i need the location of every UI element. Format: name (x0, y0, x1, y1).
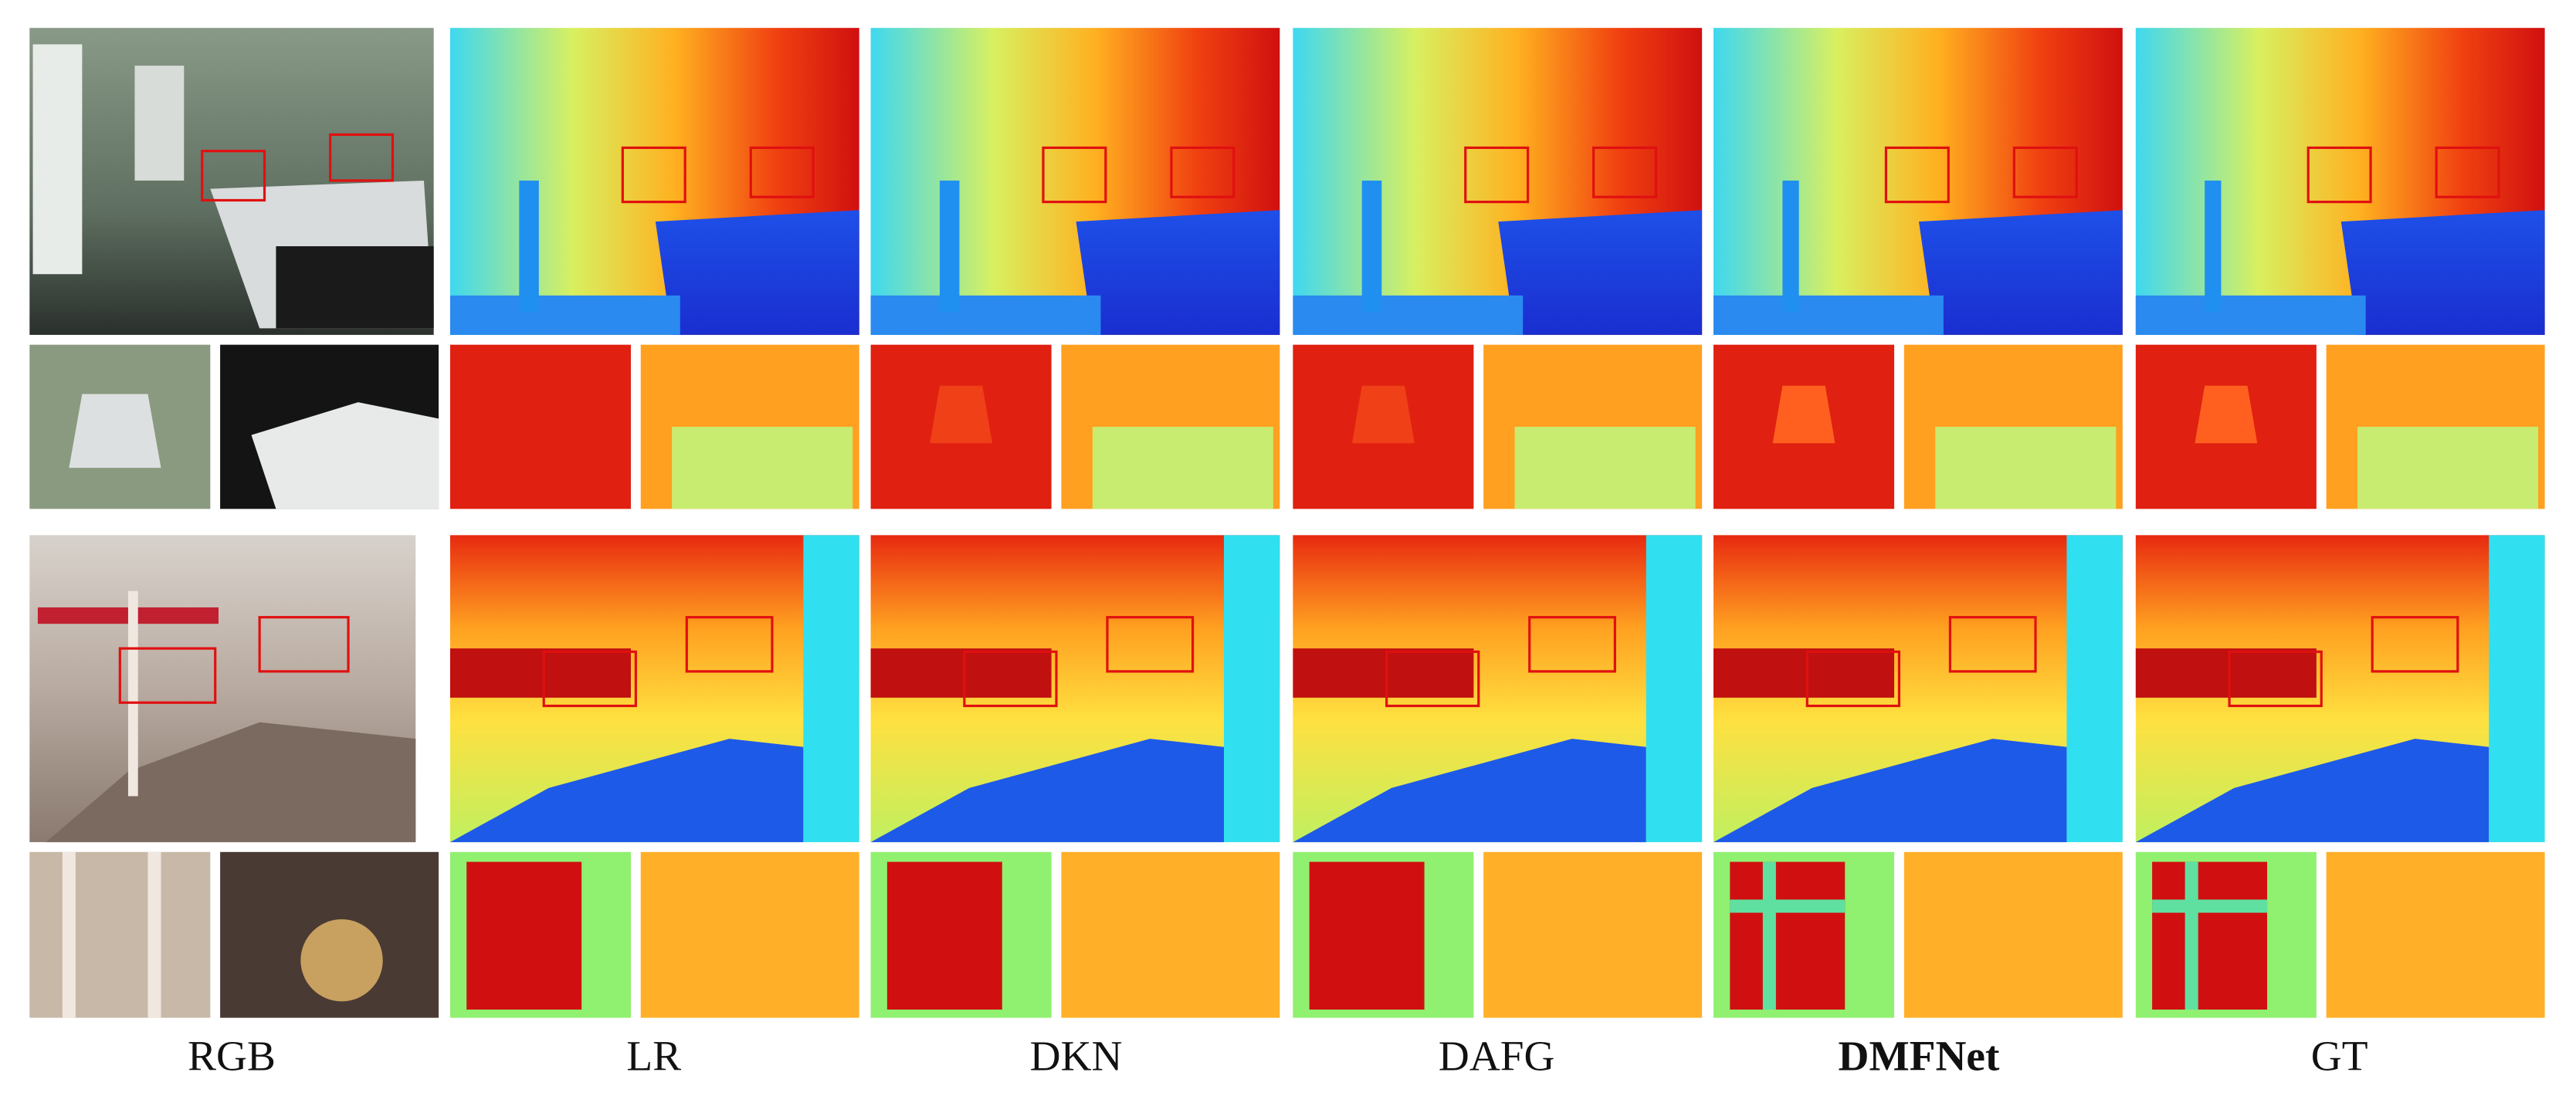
highlight-box (1948, 616, 2037, 673)
pillow (251, 402, 439, 509)
highlight-box (201, 150, 266, 202)
floor-depth (2135, 295, 2366, 335)
highlight-box (1528, 616, 1616, 673)
door (32, 44, 83, 275)
ladder-depth (886, 861, 1002, 1010)
column-label: RGB (188, 1033, 276, 1080)
blanket-depth (870, 739, 1225, 843)
bed-crop-depth (672, 426, 853, 509)
column-label: DAFG (1439, 1033, 1555, 1080)
shelf-depth (1713, 648, 1895, 698)
highlight-box (1464, 146, 1530, 204)
crop-depth (1483, 851, 1703, 1018)
post-depth (1361, 180, 1382, 313)
wall-depth (2489, 535, 2545, 843)
highlight-box (2371, 616, 2459, 673)
ladder-depth (1309, 861, 1425, 1010)
post-depth (2205, 180, 2222, 313)
highlight-box (118, 647, 217, 704)
bed-crop-depth (1514, 426, 1696, 509)
toy (300, 919, 383, 1002)
shelf-depth (449, 648, 631, 698)
window (134, 66, 185, 181)
post-depth (1782, 180, 1799, 313)
wall-depth (2066, 535, 2123, 843)
floor-depth (1293, 295, 1524, 335)
highlight-box (1805, 650, 1901, 708)
crop-depth (640, 851, 859, 1018)
highlight-box (542, 650, 637, 708)
crop (29, 851, 211, 1018)
lamp (69, 394, 161, 469)
bed-crop-depth (1935, 426, 2117, 509)
lamp-depth (1351, 385, 1415, 444)
column-label: DMFNet (1839, 1033, 2000, 1080)
column-label: DKN (1030, 1033, 1123, 1080)
highlight-box (2012, 146, 2078, 198)
bed-depth (655, 210, 859, 335)
rung-depth (1730, 899, 1846, 913)
crop-depth (449, 344, 631, 509)
lamp-depth (2195, 385, 2258, 444)
rung (147, 851, 161, 1018)
bed-crop-depth (2357, 426, 2539, 509)
shelf-depth (2135, 648, 2317, 698)
highlight-box (2307, 146, 2372, 204)
bed-base (276, 246, 434, 329)
lamp-depth (930, 385, 993, 444)
wall-depth (1224, 535, 1280, 843)
highlight-box (2435, 146, 2500, 198)
highlight-box (258, 616, 350, 673)
lamp-depth (1772, 385, 1835, 444)
highlight-box (1042, 146, 1107, 204)
wall-depth (803, 535, 859, 843)
floor-depth (870, 295, 1101, 335)
floor-depth (449, 295, 680, 335)
column-label: GT (2311, 1033, 2368, 1080)
blanket-depth (449, 739, 804, 843)
highlight-box (685, 616, 774, 673)
highlight-box (1106, 616, 1195, 673)
highlight-box (1884, 146, 1950, 204)
highlight-box (1385, 650, 1480, 708)
wall-depth (1646, 535, 1703, 843)
ladder (127, 590, 138, 797)
shelf-depth (870, 648, 1052, 698)
crop-depth (1061, 851, 1280, 1018)
blanket-depth (2135, 739, 2490, 843)
blanket-depth (1293, 739, 1646, 843)
crop-depth (1903, 851, 2123, 1018)
panels (29, 28, 2545, 1018)
rung-depth (2185, 861, 2198, 1010)
shelf-depth (1293, 648, 1474, 698)
highlight-box (621, 146, 686, 204)
ladder-depth (2152, 861, 2268, 1010)
floor-depth (1713, 295, 1944, 335)
blanket-depth (1713, 739, 2067, 843)
bed-depth (2340, 210, 2545, 335)
ladder-depth (466, 861, 582, 1010)
blanket (46, 722, 416, 843)
post-depth (519, 180, 539, 313)
rung-depth (1762, 861, 1776, 1010)
crop-depth (2326, 851, 2545, 1018)
bed-depth (1076, 210, 1280, 335)
highlight-box (329, 133, 395, 182)
ladder-depth (1730, 861, 1846, 1010)
post-depth (939, 180, 960, 313)
highlight-box (963, 650, 1058, 708)
bed-depth (1498, 210, 1703, 335)
highlight-box (2228, 650, 2323, 708)
bed-depth (1918, 210, 2123, 335)
column-label: LR (626, 1033, 681, 1080)
rung-depth (2152, 899, 2268, 913)
highlight-box (749, 146, 815, 198)
highlight-box (1592, 146, 1658, 198)
bed-crop-depth (1092, 426, 1273, 509)
rung (62, 851, 76, 1018)
highlight-box (1170, 146, 1235, 198)
